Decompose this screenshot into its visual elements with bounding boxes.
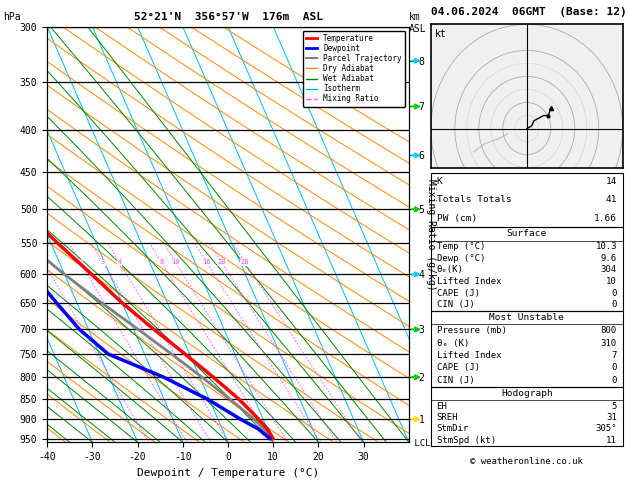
Bar xyxy=(431,311,623,325)
Text: CIN (J): CIN (J) xyxy=(437,376,474,385)
Text: 52°21'N  356°57'W  176m  ASL: 52°21'N 356°57'W 176m ASL xyxy=(133,12,323,22)
Text: 0: 0 xyxy=(611,364,617,372)
Text: 8: 8 xyxy=(159,259,164,265)
Text: 4: 4 xyxy=(117,259,121,265)
Text: 0: 0 xyxy=(611,300,617,310)
Text: 0: 0 xyxy=(611,289,617,298)
Text: 800: 800 xyxy=(601,326,617,335)
Text: Most Unstable: Most Unstable xyxy=(489,313,564,322)
Legend: Temperature, Dewpoint, Parcel Trajectory, Dry Adiabat, Wet Adiabat, Isotherm, Mi: Temperature, Dewpoint, Parcel Trajectory… xyxy=(303,31,405,106)
Text: hPa: hPa xyxy=(3,12,21,22)
Text: 305°: 305° xyxy=(596,424,617,434)
Text: EH: EH xyxy=(437,401,447,411)
Text: K: K xyxy=(437,177,442,186)
Bar xyxy=(431,173,623,227)
Text: 11: 11 xyxy=(606,436,617,445)
Bar xyxy=(431,227,623,241)
Text: 20: 20 xyxy=(218,259,226,265)
Text: 14: 14 xyxy=(606,177,617,186)
Text: θₑ (K): θₑ (K) xyxy=(437,339,469,347)
X-axis label: Dewpoint / Temperature (°C): Dewpoint / Temperature (°C) xyxy=(137,468,319,478)
Bar xyxy=(431,227,623,311)
Text: Lifted Index: Lifted Index xyxy=(437,351,501,360)
Text: Surface: Surface xyxy=(507,229,547,239)
Text: Totals Totals: Totals Totals xyxy=(437,195,511,205)
Text: CAPE (J): CAPE (J) xyxy=(437,364,480,372)
Text: Dewp (°C): Dewp (°C) xyxy=(437,254,485,263)
Text: kt: kt xyxy=(435,29,447,38)
Text: 7: 7 xyxy=(611,351,617,360)
Text: SREH: SREH xyxy=(437,413,458,422)
Text: km
ASL: km ASL xyxy=(409,12,426,34)
Text: PW (cm): PW (cm) xyxy=(437,213,477,223)
Text: 1.66: 1.66 xyxy=(594,213,617,223)
Text: 5: 5 xyxy=(611,401,617,411)
Text: 10.3: 10.3 xyxy=(596,242,617,251)
Text: 310: 310 xyxy=(601,339,617,347)
Bar xyxy=(431,387,623,446)
Text: 04.06.2024  06GMT  (Base: 12): 04.06.2024 06GMT (Base: 12) xyxy=(431,7,626,17)
Y-axis label: Mixing Ratio (g/kg): Mixing Ratio (g/kg) xyxy=(426,179,435,290)
Text: 10: 10 xyxy=(171,259,180,265)
Text: 9.6: 9.6 xyxy=(601,254,617,263)
Text: CIN (J): CIN (J) xyxy=(437,300,474,310)
Text: LCL: LCL xyxy=(409,438,430,448)
Text: Pressure (mb): Pressure (mb) xyxy=(437,326,506,335)
Text: Temp (°C): Temp (°C) xyxy=(437,242,485,251)
Text: 28: 28 xyxy=(241,259,249,265)
Text: 0: 0 xyxy=(611,376,617,385)
Text: 41: 41 xyxy=(606,195,617,205)
Text: θₑ(K): θₑ(K) xyxy=(437,265,464,275)
Text: 31: 31 xyxy=(606,413,617,422)
Bar xyxy=(431,311,623,387)
Text: 10: 10 xyxy=(606,277,617,286)
Bar xyxy=(431,387,623,400)
Text: StmSpd (kt): StmSpd (kt) xyxy=(437,436,496,445)
Text: CAPE (J): CAPE (J) xyxy=(437,289,480,298)
Text: 16: 16 xyxy=(202,259,211,265)
Text: © weatheronline.co.uk: © weatheronline.co.uk xyxy=(470,456,583,466)
Text: 2: 2 xyxy=(78,259,82,265)
Text: StmDir: StmDir xyxy=(437,424,469,434)
Text: 304: 304 xyxy=(601,265,617,275)
Text: Hodograph: Hodograph xyxy=(501,389,553,398)
Text: Lifted Index: Lifted Index xyxy=(437,277,501,286)
Text: 3: 3 xyxy=(101,259,105,265)
